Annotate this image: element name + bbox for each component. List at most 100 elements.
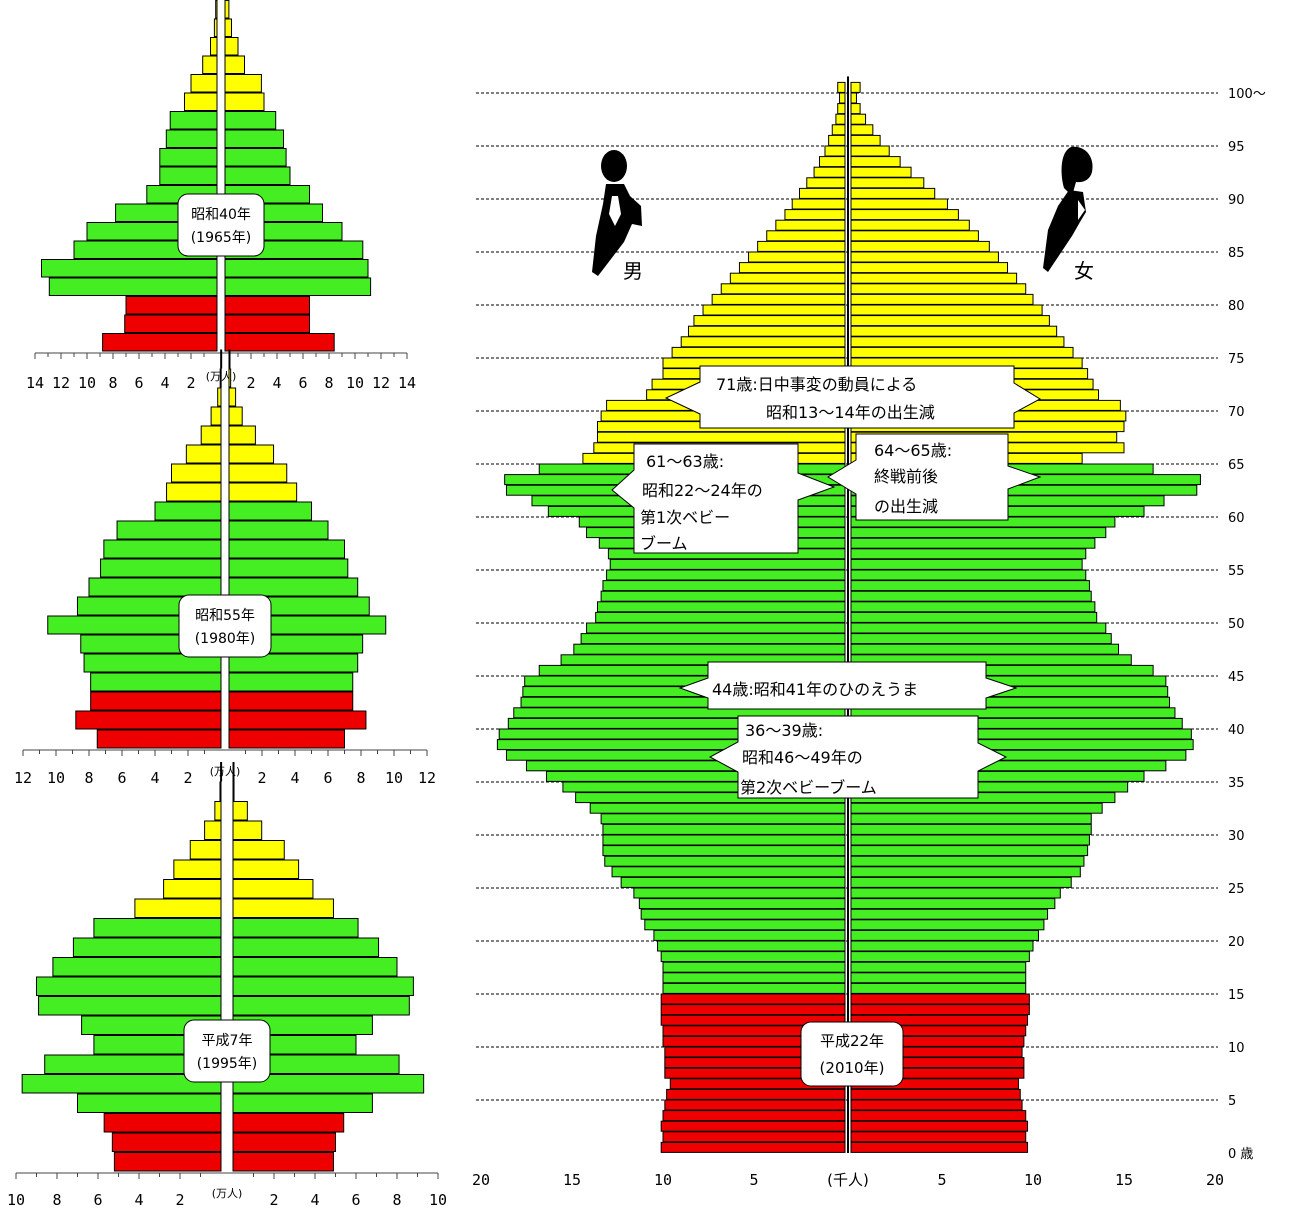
bar-female-age-92 [850,166,912,178]
bar-female-95-99 [232,781,235,801]
bar-female-age-52 [850,590,1092,602]
bar-female-age-91 [850,177,925,189]
bar-female-15-19 [232,1093,373,1113]
unit-label: (万人) [210,765,241,778]
age-tick-label: 75 [1228,352,1245,367]
bar-male-age-83 [738,262,846,274]
year-label-box [800,1021,904,1087]
bar-male-90-94 [217,387,222,407]
x-tick-label: 6 [93,1191,102,1209]
bar-male-90-94 [215,0,218,19]
bar-female-age-3 [850,1110,1027,1122]
bar-male-age-27 [604,855,846,867]
bar-male-age-15 [662,982,846,994]
bar-female-age-78 [850,315,1050,327]
bar-male-age-29 [602,834,846,846]
bar-female-age-14 [850,993,1030,1005]
bar-female-age-0 [850,1141,1029,1153]
year-label-western: (1965年) [191,230,252,246]
bar-male-age-14 [660,993,846,1005]
bar-male-45-49 [36,976,222,996]
bar-female-age-99 [850,92,857,104]
bar-male-10-14 [103,1113,222,1133]
year-label-era: 平成22年 [820,1032,884,1050]
callout-text: 第2次ベビーブーム [740,778,877,797]
bar-male-age-47 [573,643,846,655]
x-tick-label: 6 [323,769,332,787]
x-tick-label: 4 [272,374,281,392]
bar-male-0-4 [96,729,222,749]
age-tick-label: 60 [1228,511,1245,526]
year-label-box [183,1019,271,1083]
bar-male-65-69 [184,92,218,111]
bar-female-age-48 [850,633,1112,645]
x-tick-label: 8 [108,374,117,392]
unit-label: (千人) [827,1171,869,1189]
x-tick-label: 6 [298,374,307,392]
bar-male-45-49 [159,166,218,185]
bar-male-age-87 [775,219,846,231]
bar-male-80-84 [200,425,222,445]
bar-male-age-92 [813,166,846,178]
bar-female-age-12 [850,1014,1029,1026]
bar-male-0-4 [102,333,218,352]
bar-male-55-59 [165,129,218,148]
x-tick-label: 2 [269,1191,278,1209]
bar-female-age-20 [850,929,1039,941]
bar-male-age-89 [791,198,846,210]
bar-female-40-44 [228,577,359,597]
age-tick-label: 15 [1228,988,1245,1003]
bar-female-age-90 [850,187,936,199]
bar-male-age-31 [600,813,846,825]
x-tick-label: 20 [1206,1171,1224,1189]
bar-male-90-94 [214,801,222,821]
bar-male-age-75 [671,346,846,358]
bar-female-age-57 [850,537,1096,549]
bar-female-age-88 [850,209,959,221]
x-tick-label: 4 [160,374,169,392]
x-tick-label: 4 [134,1191,143,1209]
small-pyramid-charts: 14121086422468101214(万人)昭和40年(1965年)1210… [7,0,447,1209]
bar-male-age-4 [664,1099,846,1111]
bar-male-age-24 [633,887,846,899]
bar-female-age-58 [850,527,1107,539]
bar-female-70-74 [224,74,262,93]
age-tick-label: 85 [1228,246,1245,261]
bar-female-60-64 [232,918,359,938]
bar-male-age-46 [560,654,846,666]
male-label: 男 [623,259,643,283]
bar-male-60-64 [93,918,222,938]
bar-female-age-5 [850,1088,1021,1100]
bar-female-80-84 [232,840,285,860]
bar-male-age-82 [729,272,846,284]
bar-female-40-44 [232,996,410,1016]
x-tick-label: 10 [1024,1171,1042,1189]
x-tick-label: 2 [175,1191,184,1209]
bar-male-age-13 [660,1004,846,1016]
x-tick-label: 2 [257,769,266,787]
bar-female-age-54 [850,569,1087,581]
x-tick-label: 15 [563,1171,581,1189]
callout-text: 昭和22〜24年の [642,481,763,500]
bar-male-age-49 [586,622,846,634]
bar-female-age-96 [850,124,874,136]
bar-female-age-100 [850,81,861,93]
bar-female-65-69 [228,482,298,502]
bar-male-age-23 [638,898,846,910]
x-tick-label: 2 [186,374,195,392]
x-tick-label: 8 [84,769,93,787]
bar-female-age-56 [850,548,1087,560]
bar-male-40-44 [38,996,222,1016]
age-tick-label: 65 [1228,458,1245,473]
callout-text: の出生減 [874,497,938,516]
bar-female-age-1 [850,1131,1027,1143]
bar-female-85-89 [232,820,263,840]
bar-female-age-95 [850,134,881,146]
bar-female-50-54 [232,957,398,977]
bar-male-100+ [220,349,223,369]
bar-female-age-17 [850,961,1027,973]
bar-male-60-64 [169,111,218,130]
bar-female-0-4 [224,333,335,352]
